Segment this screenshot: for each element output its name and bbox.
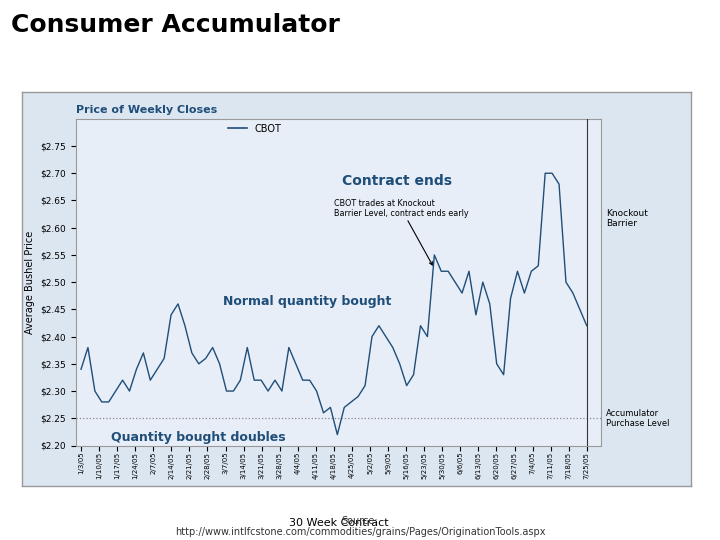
Y-axis label: Average Bushel Price: Average Bushel Price [24, 231, 35, 334]
Text: Quantity bought doubles: Quantity bought doubles [111, 431, 286, 444]
Text: Contract ends: Contract ends [342, 174, 452, 188]
Text: Price of Weekly Closes: Price of Weekly Closes [76, 105, 217, 115]
Text: Source:
http://www.intlfcstone.com/commodities/grains/Pages/OriginationTools.asp: Source: http://www.intlfcstone.com/commo… [175, 516, 545, 537]
Text: Consumer Accumulator: Consumer Accumulator [11, 14, 340, 37]
Text: CBOT trades at Knockout
Barrier Level, contract ends early: CBOT trades at Knockout Barrier Level, c… [334, 199, 469, 265]
Text: Knockout
Barrier: Knockout Barrier [606, 209, 648, 228]
Text: Accumulator
Purchase Level: Accumulator Purchase Level [606, 409, 670, 428]
Text: Normal quantity bought: Normal quantity bought [222, 295, 391, 308]
Legend: CBOT: CBOT [228, 124, 282, 134]
X-axis label: 30 Week Contract: 30 Week Contract [289, 518, 388, 528]
